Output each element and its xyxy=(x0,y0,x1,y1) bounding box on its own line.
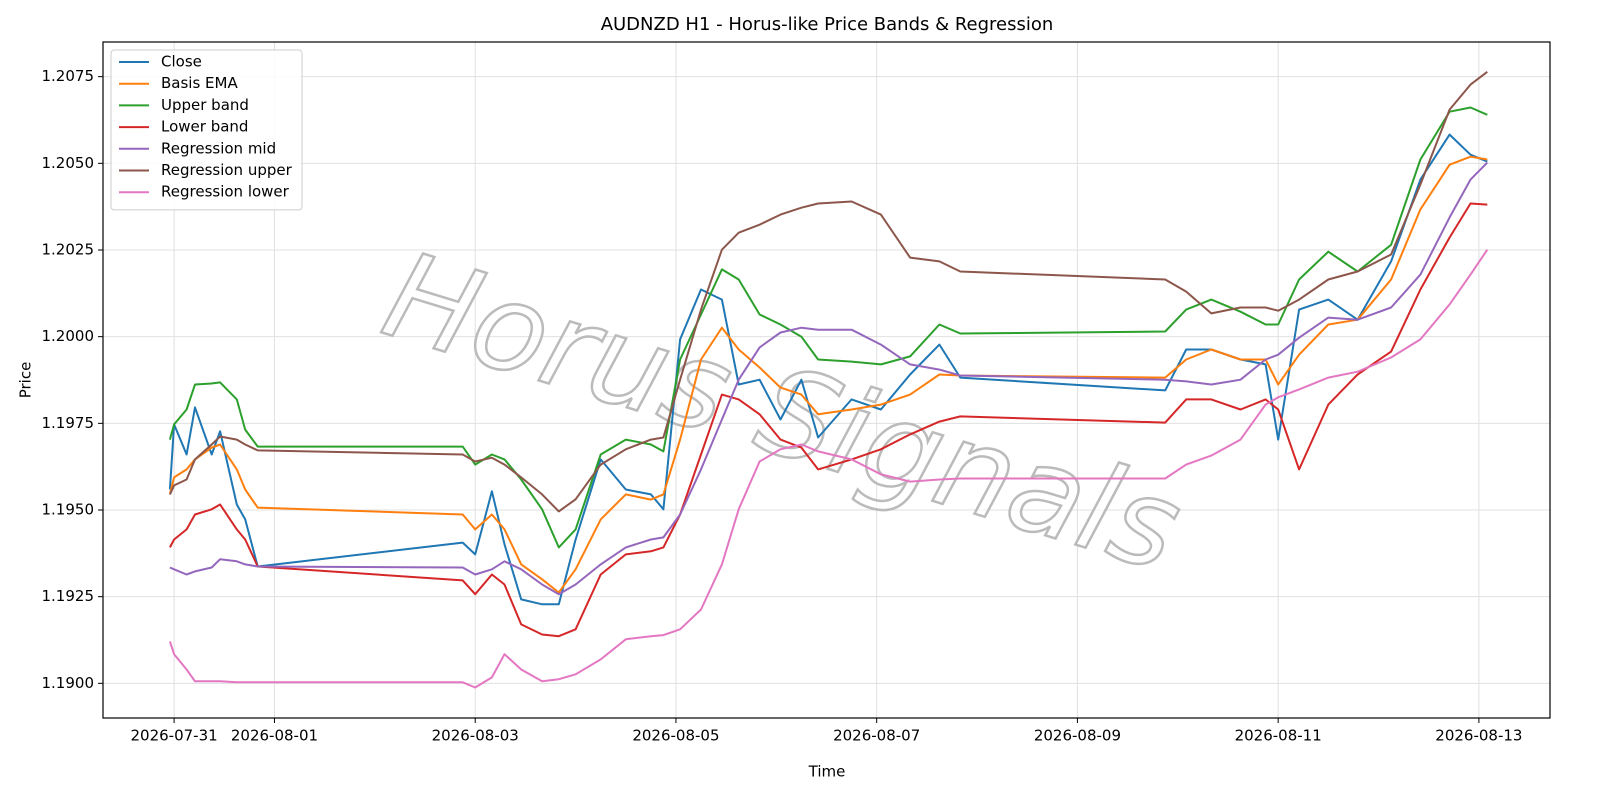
x-tick-label: 2026-08-07 xyxy=(833,727,920,745)
series-line xyxy=(168,71,1488,513)
y-tick-label: 1.1900 xyxy=(42,674,95,692)
legend-label: Regression upper xyxy=(161,161,293,179)
x-tick-label: 2026-08-03 xyxy=(432,727,519,745)
y-tick-label: 1.2075 xyxy=(42,67,95,85)
plot-frame xyxy=(102,41,1551,719)
legend-label: Close xyxy=(161,53,202,71)
y-tick-label: 1.1950 xyxy=(42,501,95,519)
x-axis-label: Time xyxy=(808,763,846,781)
x-tick-label: 2026-08-01 xyxy=(231,727,318,745)
x-tick-label: 2026-08-05 xyxy=(632,727,719,745)
legend-label: Lower band xyxy=(161,118,248,136)
legend-box xyxy=(110,49,303,211)
chart-title: AUDNZD H1 - Horus-like Price Bands & Reg… xyxy=(601,14,1054,35)
legend: Close Basis EMA Upper band Lower band Regres… xyxy=(110,49,303,211)
series-line xyxy=(168,106,1488,549)
y-tick-label: 1.2025 xyxy=(42,241,95,259)
legend-label: Upper band xyxy=(161,96,249,114)
legend-label: Basis EMA xyxy=(161,74,238,92)
x-tick-label: 2026-07-31 xyxy=(131,727,218,745)
series-line xyxy=(169,161,1489,596)
legend-label: Regression mid xyxy=(161,139,276,157)
y-tick-label: 1.1925 xyxy=(42,587,95,605)
series-line xyxy=(169,202,1488,638)
y-tick-label: 1.2000 xyxy=(42,327,95,345)
plot-lines xyxy=(168,71,1489,689)
series-line xyxy=(168,155,1488,594)
y-axis-label: Price xyxy=(17,362,35,399)
y-tick-label: 1.2050 xyxy=(42,154,95,172)
series-line xyxy=(168,249,1489,689)
legend-label: Regression lower xyxy=(161,183,290,201)
x-tick-label: 2026-08-13 xyxy=(1435,727,1522,745)
x-tick-label: 2026-08-11 xyxy=(1235,727,1322,745)
x-tick-label: 2026-08-09 xyxy=(1034,727,1121,745)
y-tick-label: 1.1975 xyxy=(42,414,95,432)
